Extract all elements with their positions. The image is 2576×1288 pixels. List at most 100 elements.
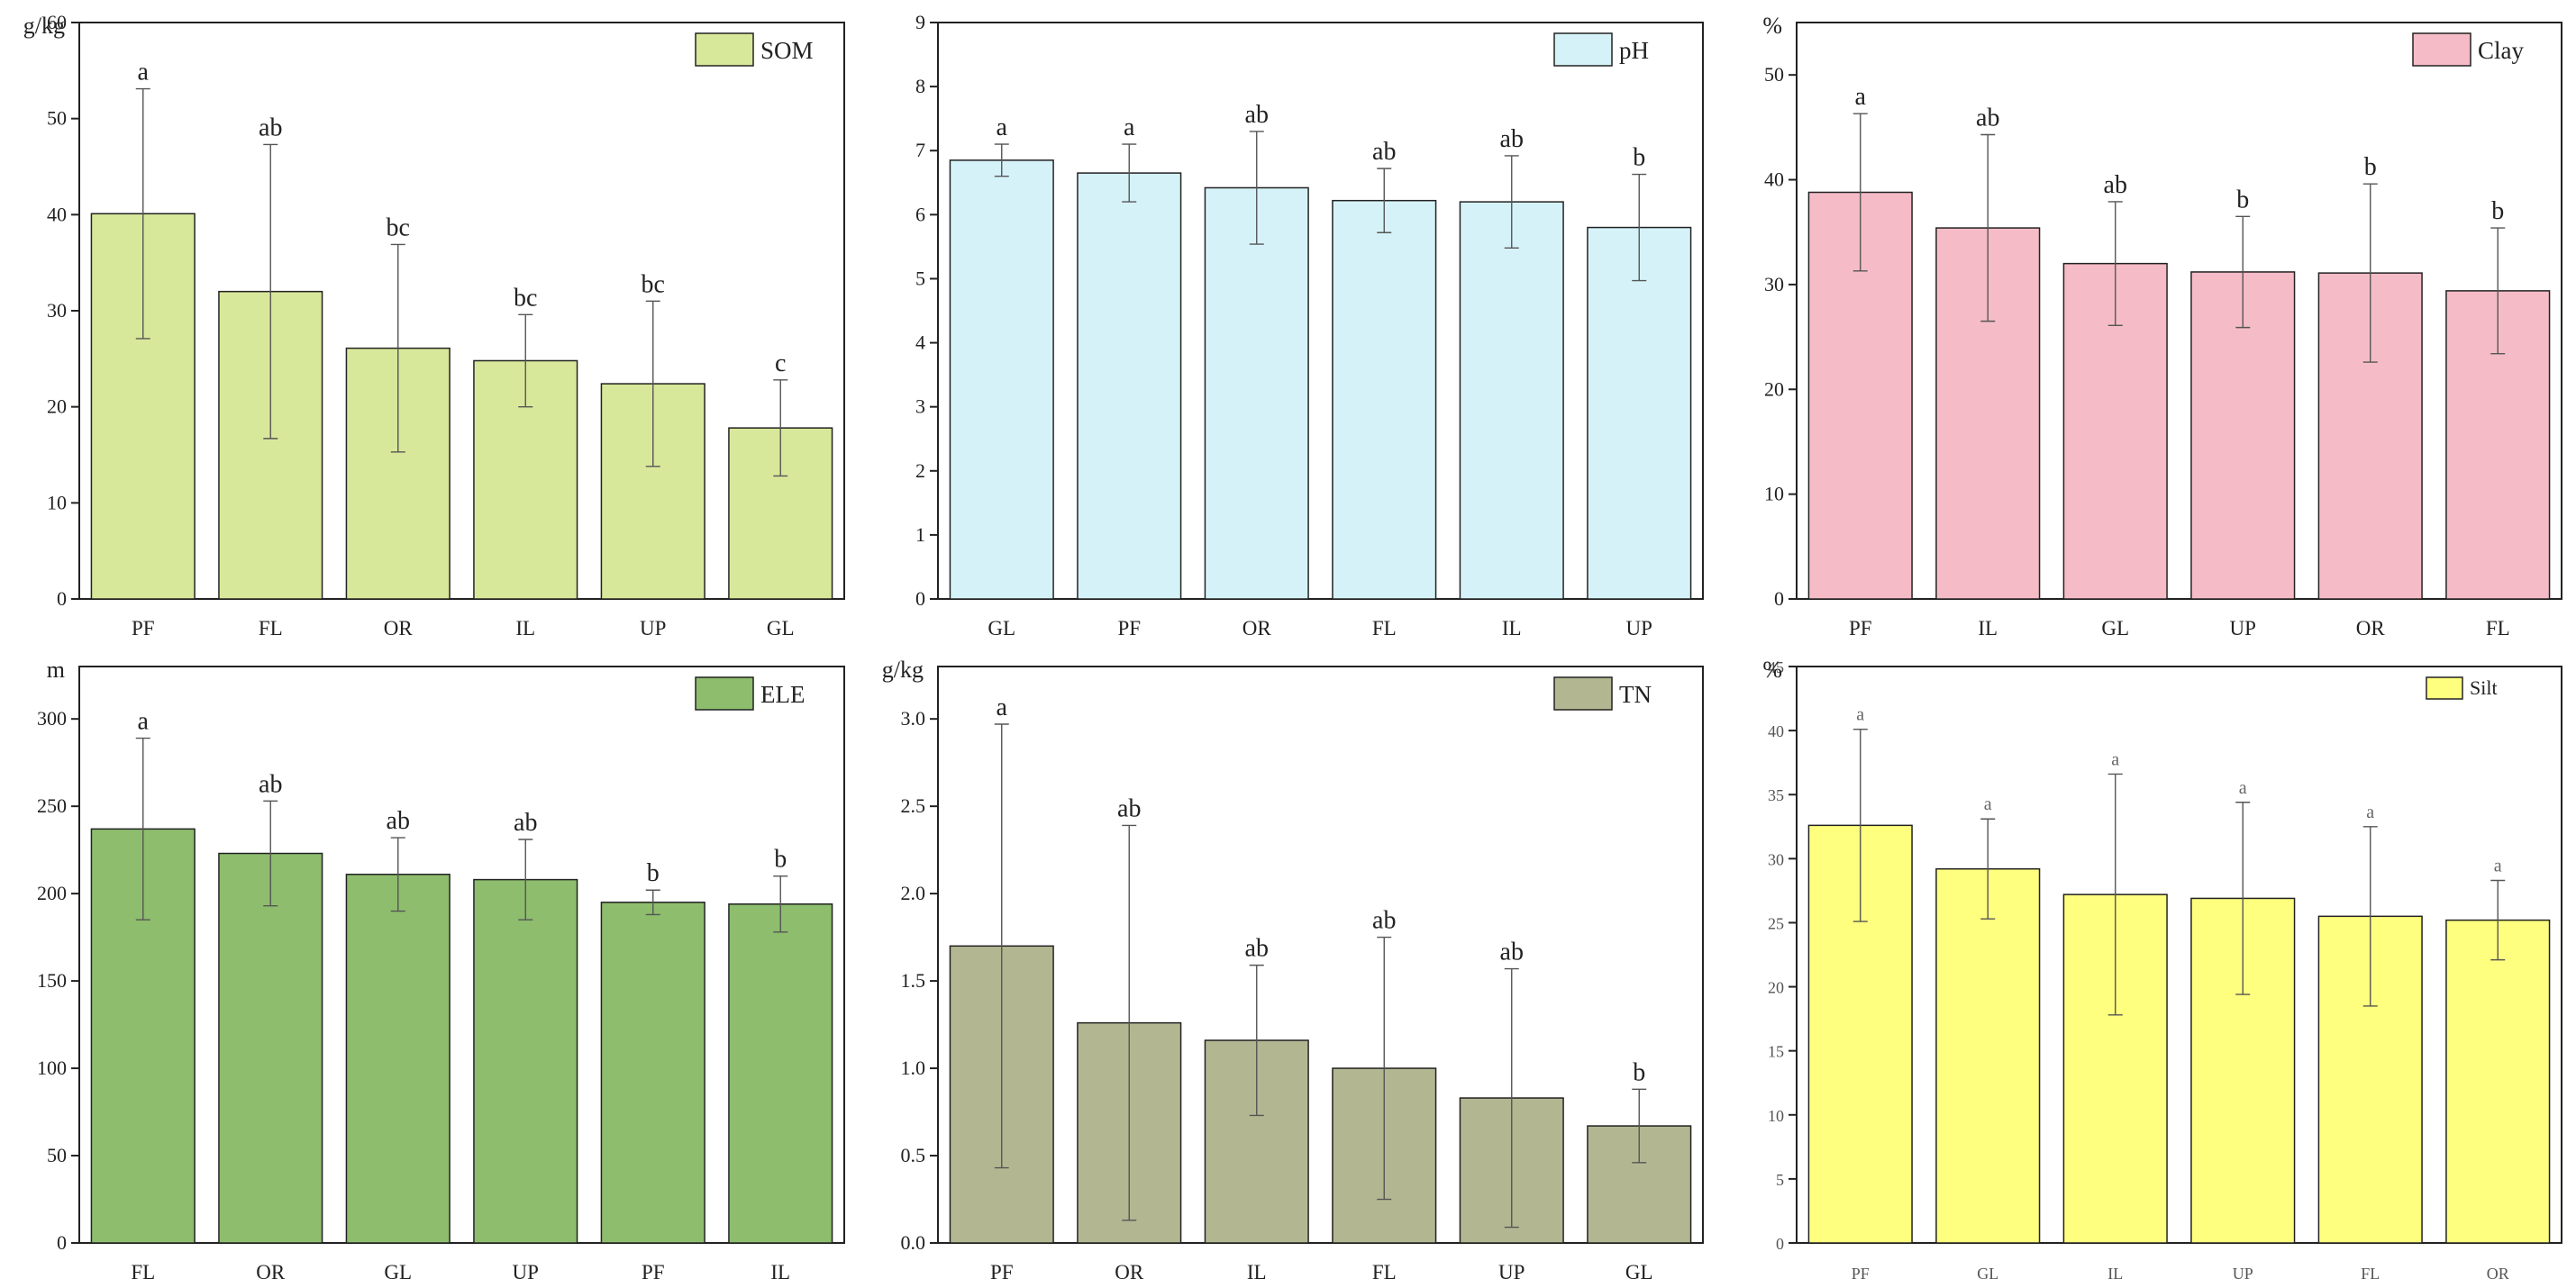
significance-letter: ab	[1976, 104, 1999, 132]
y-tick-label: 0.0	[901, 1231, 926, 1254]
error-bar-fl	[263, 143, 278, 440]
bar-or	[345, 347, 451, 600]
error-bar-up	[518, 839, 533, 921]
x-tick-label: IL	[515, 617, 535, 639]
plot-frame	[937, 666, 1704, 1244]
significance-letter: b	[2491, 197, 2504, 225]
error-bar-pf	[1122, 143, 1137, 203]
y-tick-label: 7	[915, 139, 925, 161]
x-tick-label: GL	[1625, 1261, 1653, 1283]
significance-letter: a	[138, 708, 150, 736]
chart-svg-som: 0 10 20 30 40 50 60g/kg a PF ab FL bc OR bc IL bc UP c GL S…	[23, 11, 845, 639]
legend-label: SOM	[760, 37, 814, 64]
y-tick-label: 150	[37, 969, 67, 992]
y-tick-label: 30	[1768, 850, 1784, 868]
significance-letter: ab	[1245, 935, 1269, 963]
error-bar-gl	[1632, 1088, 1647, 1164]
plot-frame	[1796, 22, 2562, 600]
y-tick-label: 20	[47, 395, 67, 418]
chart-svg-ph: 0 1 2 3 4 5 6 7 8 9 a GL a PF ab OR ab FL ab IL b UP pH	[915, 11, 1704, 639]
bar-or	[1204, 186, 1309, 600]
y-tick-label: 50	[1764, 63, 1784, 86]
significance-letter: bc	[387, 213, 410, 241]
y-tick-label: 2	[915, 459, 925, 482]
significance-letter: a	[2494, 857, 2502, 876]
error-bar-fl	[2362, 826, 2378, 1007]
chart-panel-ele: 0 50 100 150 200 250 300 m a FL ab OR ab GL ab UP b PF b IL…	[0, 644, 859, 1288]
significance-letter: b	[2364, 153, 2377, 181]
error-bar-up	[645, 300, 660, 467]
unit-label: g/kg	[23, 13, 65, 39]
error-bar-il	[1249, 964, 1264, 1117]
significance-letter: bc	[514, 284, 537, 312]
error-bar-pf	[135, 87, 150, 340]
legend-swatch	[1553, 32, 1613, 67]
y-tick-label: 45	[1768, 658, 1784, 676]
error-bar-gl	[773, 379, 788, 477]
error-bar-gl	[2107, 201, 2123, 326]
chart-svg-ele: 0 50 100 150 200 250 300 m a FL ab OR ab GL ab UP b PF b IL…	[37, 657, 845, 1283]
error-bar-pf	[1852, 728, 1868, 922]
error-bar-pf	[645, 889, 660, 916]
chart-panel-silt: 0 5 10 15 20 25 30 35 40 45% a PF a GL a IL a UP a FL a OR Sil…	[1717, 644, 2576, 1288]
chart-svg-clay: 0 10 20 30 40 50% a PF ab IL ab GL b UP b OR b FL Clay	[1762, 13, 2562, 639]
error-bar-or	[1122, 824, 1137, 1221]
error-bar-pf	[1852, 113, 1868, 272]
plot-frame	[78, 666, 845, 1244]
y-tick-label: 30	[1764, 273, 1784, 295]
error-bar-up	[2235, 215, 2251, 329]
bar-pf	[1077, 172, 1182, 600]
x-tick-label: IL	[2107, 1265, 2123, 1283]
error-bar-or	[263, 800, 278, 907]
x-tick-label: IL	[1978, 617, 1998, 639]
significance-letter: ab	[1500, 125, 1524, 153]
x-tick-label: UP	[2233, 1265, 2253, 1283]
chart-svg-tn: 0.0 0.5 1.0 1.5 2.0 2.5 3.0 g/kg a PF ab OR ab IL ab FL…	[882, 657, 1704, 1283]
y-tick-label: 40	[1764, 168, 1784, 191]
x-tick-label: OR	[2356, 617, 2386, 639]
x-tick-label: PF	[1852, 1265, 1870, 1283]
significance-letter: bc	[642, 270, 665, 298]
y-tick-label: 50	[47, 1144, 67, 1166]
legend-swatch	[695, 32, 754, 67]
y-tick-label: 40	[1768, 722, 1784, 740]
error-bar-up	[1632, 173, 1647, 282]
significance-letter: ab	[259, 113, 282, 141]
y-tick-label: 0.5	[901, 1144, 926, 1166]
x-tick-label: FL	[2361, 1265, 2380, 1283]
y-tick-label: 1	[915, 523, 925, 546]
significance-letter: ab	[1245, 101, 1269, 129]
significance-letter: a	[2366, 803, 2374, 822]
legend-swatch	[2426, 676, 2463, 700]
significance-letter: ab	[1500, 939, 1524, 966]
x-tick-label: GL	[1977, 1265, 1998, 1283]
significance-letter: b	[647, 859, 660, 887]
y-tick-label: 30	[47, 299, 67, 322]
y-tick-label: 250	[37, 794, 67, 817]
y-tick-label: 8	[915, 75, 925, 97]
bar-gl	[949, 159, 1054, 600]
y-tick-label: 40	[47, 203, 67, 225]
y-tick-label: 0	[57, 1231, 67, 1254]
y-tick-label: 20	[1764, 377, 1784, 400]
x-tick-label: FL	[259, 617, 283, 639]
error-bar-fl	[1377, 168, 1392, 233]
error-bar-or	[1249, 131, 1264, 245]
x-tick-label: OR	[256, 1261, 286, 1283]
legend-label: TN	[1619, 681, 1652, 708]
significance-letter: ab	[1117, 794, 1141, 822]
chart-svg-silt: 0 5 10 15 20 25 30 35 40 45% a PF a GL a IL a UP a FL a OR Sil…	[1762, 657, 2562, 1283]
y-tick-label: 50	[47, 107, 67, 130]
bar-fl	[1332, 199, 1437, 600]
legend-label: Clay	[2478, 37, 2524, 64]
significance-letter: a	[1855, 83, 1867, 111]
y-tick-label: 0	[1776, 1235, 1784, 1253]
unit-label: %	[1762, 13, 1782, 39]
y-tick-label: 25	[1768, 914, 1784, 932]
unit-label: m	[47, 657, 65, 683]
error-bar-gl	[994, 143, 1009, 177]
error-bar-or	[390, 243, 405, 453]
bar-il	[1459, 201, 1564, 600]
significance-letter: ab	[1372, 907, 1396, 935]
x-tick-label: IL	[1502, 617, 1522, 639]
